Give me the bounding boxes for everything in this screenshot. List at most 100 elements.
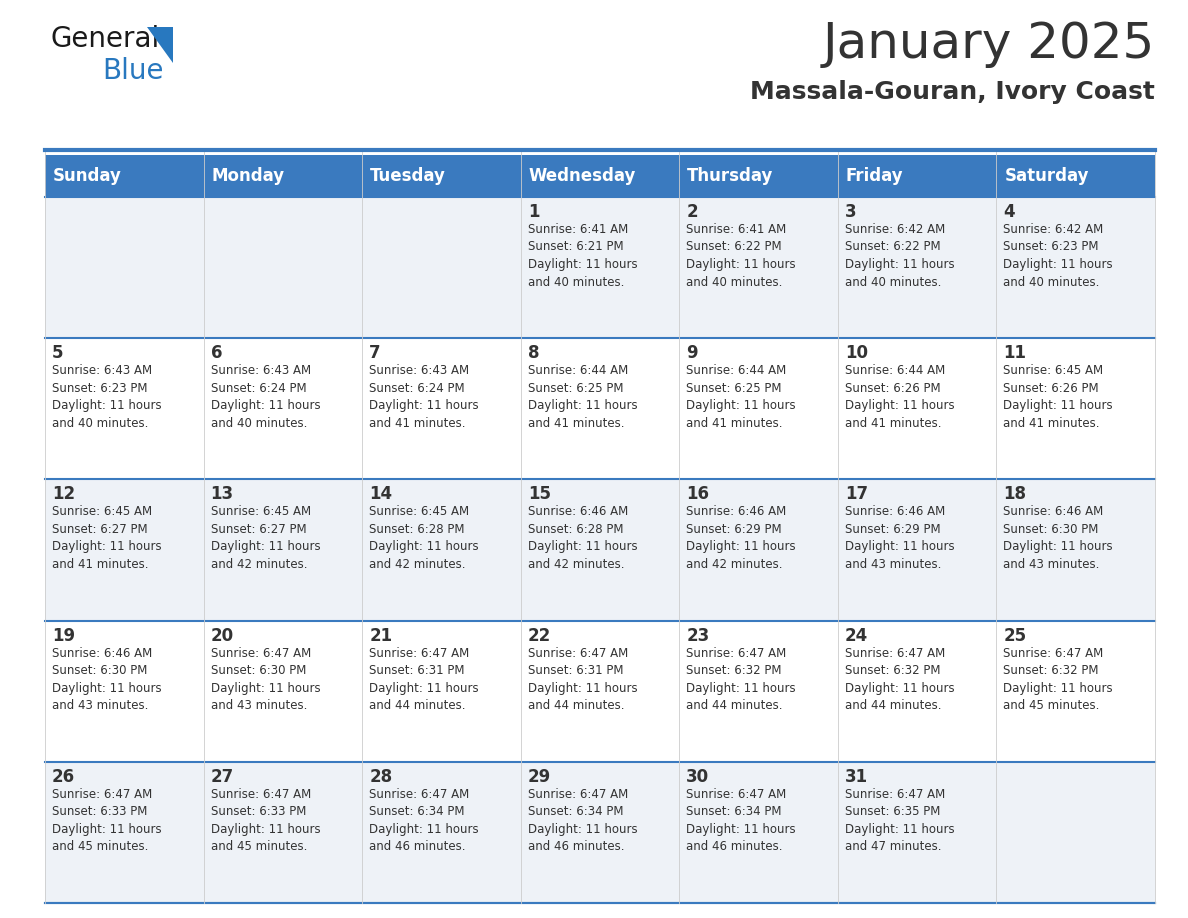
- Text: 12: 12: [52, 486, 75, 503]
- Text: Sunrise: 6:41 AM
Sunset: 6:21 PM
Daylight: 11 hours
and 40 minutes.: Sunrise: 6:41 AM Sunset: 6:21 PM Dayligh…: [527, 223, 637, 288]
- Text: Sunrise: 6:47 AM
Sunset: 6:31 PM
Daylight: 11 hours
and 44 minutes.: Sunrise: 6:47 AM Sunset: 6:31 PM Dayligh…: [527, 646, 637, 712]
- Bar: [520, 762, 680, 903]
- Text: Sunrise: 6:43 AM
Sunset: 6:24 PM
Daylight: 11 hours
and 41 minutes.: Sunrise: 6:43 AM Sunset: 6:24 PM Dayligh…: [369, 364, 479, 430]
- Text: 22: 22: [527, 627, 551, 644]
- Text: Sunrise: 6:47 AM
Sunset: 6:33 PM
Daylight: 11 hours
and 45 minutes.: Sunrise: 6:47 AM Sunset: 6:33 PM Dayligh…: [210, 788, 321, 854]
- Text: 13: 13: [210, 486, 234, 503]
- Text: 6: 6: [210, 344, 222, 363]
- Text: Monday: Monday: [211, 167, 285, 185]
- Bar: [45, 197, 203, 338]
- Text: Sunrise: 6:44 AM
Sunset: 6:26 PM
Daylight: 11 hours
and 41 minutes.: Sunrise: 6:44 AM Sunset: 6:26 PM Dayligh…: [845, 364, 954, 430]
- Bar: [45, 155, 1155, 197]
- Text: 20: 20: [210, 627, 234, 644]
- Text: 30: 30: [687, 767, 709, 786]
- Text: Sunday: Sunday: [53, 167, 122, 185]
- Text: Sunrise: 6:46 AM
Sunset: 6:30 PM
Daylight: 11 hours
and 43 minutes.: Sunrise: 6:46 AM Sunset: 6:30 PM Dayligh…: [52, 646, 162, 712]
- Text: Sunrise: 6:42 AM
Sunset: 6:23 PM
Daylight: 11 hours
and 40 minutes.: Sunrise: 6:42 AM Sunset: 6:23 PM Dayligh…: [1004, 223, 1113, 288]
- Bar: [838, 621, 997, 762]
- Text: 14: 14: [369, 486, 392, 503]
- Text: Sunrise: 6:45 AM
Sunset: 6:27 PM
Daylight: 11 hours
and 42 minutes.: Sunrise: 6:45 AM Sunset: 6:27 PM Dayligh…: [210, 506, 321, 571]
- Text: Sunrise: 6:47 AM
Sunset: 6:35 PM
Daylight: 11 hours
and 47 minutes.: Sunrise: 6:47 AM Sunset: 6:35 PM Dayligh…: [845, 788, 954, 854]
- Bar: [45, 338, 203, 479]
- Bar: [997, 338, 1155, 479]
- Text: Sunrise: 6:47 AM
Sunset: 6:31 PM
Daylight: 11 hours
and 44 minutes.: Sunrise: 6:47 AM Sunset: 6:31 PM Dayligh…: [369, 646, 479, 712]
- Text: Sunrise: 6:42 AM
Sunset: 6:22 PM
Daylight: 11 hours
and 40 minutes.: Sunrise: 6:42 AM Sunset: 6:22 PM Dayligh…: [845, 223, 954, 288]
- Bar: [203, 479, 362, 621]
- Text: Sunrise: 6:45 AM
Sunset: 6:27 PM
Daylight: 11 hours
and 41 minutes.: Sunrise: 6:45 AM Sunset: 6:27 PM Dayligh…: [52, 506, 162, 571]
- Text: Sunrise: 6:46 AM
Sunset: 6:29 PM
Daylight: 11 hours
and 43 minutes.: Sunrise: 6:46 AM Sunset: 6:29 PM Dayligh…: [845, 506, 954, 571]
- Text: 31: 31: [845, 767, 868, 786]
- Text: Sunrise: 6:47 AM
Sunset: 6:33 PM
Daylight: 11 hours
and 45 minutes.: Sunrise: 6:47 AM Sunset: 6:33 PM Dayligh…: [52, 788, 162, 854]
- Text: 8: 8: [527, 344, 539, 363]
- Bar: [362, 338, 520, 479]
- Text: 21: 21: [369, 627, 392, 644]
- Text: Sunrise: 6:45 AM
Sunset: 6:26 PM
Daylight: 11 hours
and 41 minutes.: Sunrise: 6:45 AM Sunset: 6:26 PM Dayligh…: [1004, 364, 1113, 430]
- Bar: [203, 621, 362, 762]
- Text: Sunrise: 6:45 AM
Sunset: 6:28 PM
Daylight: 11 hours
and 42 minutes.: Sunrise: 6:45 AM Sunset: 6:28 PM Dayligh…: [369, 506, 479, 571]
- Text: Sunrise: 6:43 AM
Sunset: 6:23 PM
Daylight: 11 hours
and 40 minutes.: Sunrise: 6:43 AM Sunset: 6:23 PM Dayligh…: [52, 364, 162, 430]
- Bar: [45, 621, 203, 762]
- Text: Sunrise: 6:46 AM
Sunset: 6:29 PM
Daylight: 11 hours
and 42 minutes.: Sunrise: 6:46 AM Sunset: 6:29 PM Dayligh…: [687, 506, 796, 571]
- Text: 25: 25: [1004, 627, 1026, 644]
- Text: Sunrise: 6:43 AM
Sunset: 6:24 PM
Daylight: 11 hours
and 40 minutes.: Sunrise: 6:43 AM Sunset: 6:24 PM Dayligh…: [210, 364, 321, 430]
- Bar: [680, 621, 838, 762]
- Text: Sunrise: 6:47 AM
Sunset: 6:34 PM
Daylight: 11 hours
and 46 minutes.: Sunrise: 6:47 AM Sunset: 6:34 PM Dayligh…: [369, 788, 479, 854]
- Bar: [838, 762, 997, 903]
- Text: 10: 10: [845, 344, 868, 363]
- Text: January 2025: January 2025: [823, 20, 1155, 68]
- Text: Sunrise: 6:47 AM
Sunset: 6:32 PM
Daylight: 11 hours
and 44 minutes.: Sunrise: 6:47 AM Sunset: 6:32 PM Dayligh…: [845, 646, 954, 712]
- Text: Wednesday: Wednesday: [529, 167, 636, 185]
- Text: 29: 29: [527, 767, 551, 786]
- Bar: [838, 197, 997, 338]
- Text: Sunrise: 6:47 AM
Sunset: 6:34 PM
Daylight: 11 hours
and 46 minutes.: Sunrise: 6:47 AM Sunset: 6:34 PM Dayligh…: [687, 788, 796, 854]
- Bar: [680, 762, 838, 903]
- Text: Saturday: Saturday: [1004, 167, 1089, 185]
- Text: General: General: [50, 25, 159, 53]
- Text: 1: 1: [527, 203, 539, 221]
- Bar: [203, 762, 362, 903]
- Text: 4: 4: [1004, 203, 1015, 221]
- Text: Thursday: Thursday: [688, 167, 773, 185]
- Text: 26: 26: [52, 767, 75, 786]
- Text: Sunrise: 6:44 AM
Sunset: 6:25 PM
Daylight: 11 hours
and 41 minutes.: Sunrise: 6:44 AM Sunset: 6:25 PM Dayligh…: [527, 364, 637, 430]
- Bar: [362, 621, 520, 762]
- Text: Sunrise: 6:47 AM
Sunset: 6:34 PM
Daylight: 11 hours
and 46 minutes.: Sunrise: 6:47 AM Sunset: 6:34 PM Dayligh…: [527, 788, 637, 854]
- Text: 7: 7: [369, 344, 381, 363]
- Text: Sunrise: 6:46 AM
Sunset: 6:30 PM
Daylight: 11 hours
and 43 minutes.: Sunrise: 6:46 AM Sunset: 6:30 PM Dayligh…: [1004, 506, 1113, 571]
- Bar: [520, 338, 680, 479]
- Bar: [203, 197, 362, 338]
- Bar: [838, 338, 997, 479]
- Text: Sunrise: 6:44 AM
Sunset: 6:25 PM
Daylight: 11 hours
and 41 minutes.: Sunrise: 6:44 AM Sunset: 6:25 PM Dayligh…: [687, 364, 796, 430]
- Bar: [680, 197, 838, 338]
- Text: 16: 16: [687, 486, 709, 503]
- Bar: [362, 762, 520, 903]
- Text: 15: 15: [527, 486, 551, 503]
- Bar: [45, 762, 203, 903]
- Bar: [362, 479, 520, 621]
- Bar: [997, 479, 1155, 621]
- Text: Massala-Gouran, Ivory Coast: Massala-Gouran, Ivory Coast: [750, 80, 1155, 104]
- Polygon shape: [147, 27, 173, 63]
- Bar: [520, 621, 680, 762]
- Bar: [997, 621, 1155, 762]
- Text: Friday: Friday: [846, 167, 904, 185]
- Text: Blue: Blue: [102, 57, 164, 85]
- Text: Sunrise: 6:47 AM
Sunset: 6:30 PM
Daylight: 11 hours
and 43 minutes.: Sunrise: 6:47 AM Sunset: 6:30 PM Dayligh…: [210, 646, 321, 712]
- Bar: [680, 479, 838, 621]
- Text: 18: 18: [1004, 486, 1026, 503]
- Bar: [680, 338, 838, 479]
- Text: Sunrise: 6:41 AM
Sunset: 6:22 PM
Daylight: 11 hours
and 40 minutes.: Sunrise: 6:41 AM Sunset: 6:22 PM Dayligh…: [687, 223, 796, 288]
- Bar: [520, 197, 680, 338]
- Bar: [997, 762, 1155, 903]
- Bar: [838, 479, 997, 621]
- Text: 19: 19: [52, 627, 75, 644]
- Text: 28: 28: [369, 767, 392, 786]
- Text: 3: 3: [845, 203, 857, 221]
- Text: 24: 24: [845, 627, 868, 644]
- Bar: [520, 479, 680, 621]
- Bar: [45, 479, 203, 621]
- Text: 9: 9: [687, 344, 697, 363]
- Text: 23: 23: [687, 627, 709, 644]
- Text: 2: 2: [687, 203, 697, 221]
- Bar: [997, 197, 1155, 338]
